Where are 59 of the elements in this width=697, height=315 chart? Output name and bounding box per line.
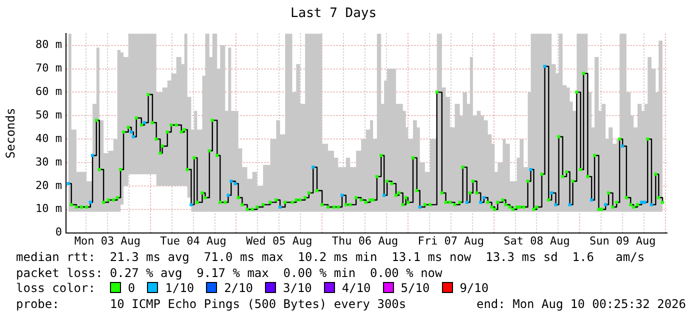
point <box>554 203 558 206</box>
point <box>340 194 344 197</box>
point <box>643 200 646 204</box>
y-tick-label: 60 m <box>36 85 62 98</box>
point <box>479 200 482 204</box>
y-tick-label: 20 m <box>36 178 62 192</box>
point <box>465 200 469 204</box>
point <box>529 168 532 172</box>
point <box>550 191 554 195</box>
y-tick-label: 80 m <box>36 38 62 52</box>
point <box>278 205 282 209</box>
x-tick-label: Thu 06 Aug <box>332 234 398 248</box>
point <box>382 194 386 197</box>
legend-label: 5/10 <box>400 281 430 296</box>
point <box>604 203 608 206</box>
legend-title: loss color: <box>16 281 96 296</box>
y-tick-label: 10 m <box>36 202 62 216</box>
point <box>568 203 572 206</box>
point <box>234 182 237 186</box>
point <box>66 182 70 186</box>
x-tick-label: Mon 03 Aug <box>74 234 141 248</box>
legend-label: 9/10 <box>458 281 489 296</box>
point <box>640 200 644 204</box>
x-tick-label: Fri 07 Aug <box>418 234 484 248</box>
point <box>90 154 94 158</box>
point <box>132 135 135 138</box>
chart-title: Last 7 Days <box>290 6 377 22</box>
point <box>312 166 315 169</box>
x-tick-label: Sat 08 Aug <box>504 234 570 248</box>
legend-label: 4/10 <box>340 281 371 296</box>
point <box>590 198 594 202</box>
text: packet loss: 0.27 % avg 9.17 % max 0.00 % min 0.00 % now <box>16 266 444 281</box>
point <box>543 64 546 68</box>
x-tick-label: Sun 09 Aug <box>589 234 656 248</box>
point <box>130 130 133 134</box>
legend-label: 3/10 <box>282 281 312 296</box>
point <box>230 180 233 183</box>
text: end: Mon Aug 10 00:25:32 2026 <box>476 296 686 312</box>
text: probe: 10 ICMP Echo Pings (500 Bytes) every 300s <box>16 296 406 312</box>
legend-label: 0 <box>126 281 136 296</box>
text: median rtt: 21.3 ms avg 71.0 ms max 10.2 ms min 13.1 ms now 13.3 ms sd 1.6 am/s <box>16 250 646 266</box>
legend-label: 1/10 <box>164 281 194 296</box>
y-tick-label: 0 <box>55 226 62 239</box>
point <box>142 121 146 124</box>
point <box>418 205 422 209</box>
point <box>190 203 193 206</box>
x-tick-label: Tue 04 Aug <box>160 234 226 248</box>
x-tick-label: Wed 05 Aug <box>246 234 312 248</box>
point <box>226 194 230 197</box>
y-tick-label: 50 m <box>36 108 62 122</box>
legend-label: 2/10 <box>223 281 253 296</box>
point <box>88 200 92 204</box>
y-axis-title: Seconds <box>3 108 18 158</box>
y-tick-label: 40 m <box>36 132 62 145</box>
y-tick-label: 70 m <box>36 62 62 75</box>
point <box>621 144 624 148</box>
y-tick-label: 30 m <box>36 155 62 168</box>
point <box>482 196 486 200</box>
point <box>650 203 654 206</box>
